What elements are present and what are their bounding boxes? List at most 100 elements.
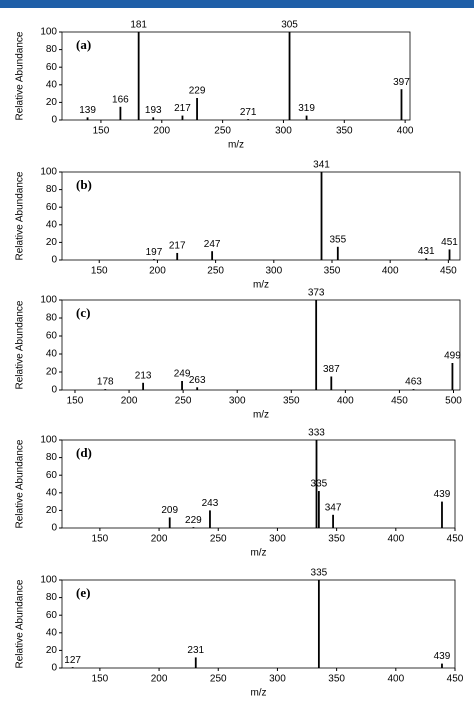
x-tick-label: 250 bbox=[210, 534, 227, 545]
x-tick-label: 450 bbox=[447, 534, 464, 545]
x-axis-label: m/z bbox=[253, 410, 269, 421]
x-tick-label: 400 bbox=[397, 126, 414, 137]
y-tick-label: 0 bbox=[51, 523, 57, 534]
x-tick-label: 400 bbox=[382, 266, 399, 277]
peak-label: 335 bbox=[311, 568, 328, 579]
peak bbox=[211, 251, 214, 260]
peak bbox=[181, 381, 183, 390]
peak bbox=[317, 491, 320, 528]
x-tick-label: 400 bbox=[387, 674, 404, 685]
peak bbox=[196, 98, 198, 120]
y-tick-label: 100 bbox=[40, 167, 57, 178]
y-tick-label: 60 bbox=[46, 610, 58, 621]
peak-label: 247 bbox=[204, 239, 221, 250]
peak-label: 193 bbox=[145, 105, 162, 116]
y-tick-label: 80 bbox=[46, 452, 58, 463]
peak-label: 431 bbox=[418, 246, 435, 257]
peak-label: 499 bbox=[444, 351, 461, 362]
peak bbox=[412, 389, 415, 390]
x-tick-label: 150 bbox=[92, 674, 109, 685]
peak-label: 181 bbox=[130, 20, 147, 31]
peak bbox=[142, 382, 145, 390]
x-tick-label: 300 bbox=[275, 126, 292, 137]
peak bbox=[119, 106, 122, 120]
peak-label: 229 bbox=[185, 515, 202, 526]
y-tick-label: 0 bbox=[51, 255, 57, 266]
y-axis-label: Relative Abundance bbox=[15, 31, 26, 120]
peak bbox=[104, 389, 107, 390]
panel-label: (c) bbox=[76, 305, 90, 320]
y-tick-label: 60 bbox=[46, 62, 58, 73]
peak-label: 333 bbox=[308, 428, 325, 439]
y-tick-label: 40 bbox=[46, 487, 58, 498]
peak bbox=[152, 117, 155, 120]
peak bbox=[315, 300, 318, 390]
plot-frame bbox=[61, 31, 411, 121]
peak bbox=[209, 510, 211, 528]
y-tick-label: 40 bbox=[46, 79, 58, 90]
y-tick-label: 100 bbox=[40, 295, 57, 306]
y-tick-label: 40 bbox=[46, 219, 58, 230]
x-axis-label: m/z bbox=[250, 548, 266, 559]
x-tick-label: 250 bbox=[214, 126, 231, 137]
peak-label: 127 bbox=[64, 655, 81, 666]
y-tick-label: 20 bbox=[46, 97, 58, 108]
x-tick-label: 350 bbox=[283, 396, 300, 407]
y-axis-label: Relative Abundance bbox=[15, 579, 26, 668]
y-tick-label: 40 bbox=[46, 349, 58, 360]
y-tick-label: 60 bbox=[46, 470, 58, 481]
y-tick-label: 40 bbox=[46, 627, 58, 638]
x-tick-label: 350 bbox=[328, 534, 345, 545]
peak-label: 347 bbox=[325, 502, 342, 513]
panel-label: (a) bbox=[76, 37, 91, 52]
peak-label: 305 bbox=[281, 20, 298, 31]
peak-label: 271 bbox=[240, 107, 257, 118]
y-axis-label: Relative Abundance bbox=[15, 439, 26, 528]
peak-label: 217 bbox=[174, 103, 191, 114]
x-tick-label: 400 bbox=[387, 534, 404, 545]
peak-label: 263 bbox=[189, 375, 206, 386]
peak bbox=[181, 115, 184, 120]
peak bbox=[441, 663, 443, 668]
y-tick-label: 20 bbox=[46, 505, 58, 516]
peak-label: 243 bbox=[202, 498, 219, 509]
y-tick-label: 0 bbox=[51, 115, 57, 126]
y-tick-label: 60 bbox=[46, 202, 58, 213]
peak bbox=[194, 657, 197, 668]
x-tick-label: 150 bbox=[67, 396, 84, 407]
x-tick-label: 450 bbox=[447, 674, 464, 685]
peak-label: 451 bbox=[441, 237, 458, 248]
x-tick-label: 450 bbox=[391, 396, 408, 407]
peak bbox=[336, 246, 339, 260]
x-tick-label: 200 bbox=[153, 126, 170, 137]
panel-label: (b) bbox=[76, 177, 92, 192]
peak bbox=[176, 252, 179, 260]
x-tick-label: 250 bbox=[207, 266, 224, 277]
y-axis-label: Relative Abundance bbox=[15, 300, 26, 389]
peak-label: 178 bbox=[97, 377, 114, 388]
x-tick-label: 500 bbox=[445, 396, 462, 407]
peak-label: 387 bbox=[323, 364, 340, 375]
peak-label: 397 bbox=[393, 77, 410, 88]
peak bbox=[86, 117, 89, 120]
peak bbox=[448, 249, 451, 260]
x-tick-label: 400 bbox=[337, 396, 354, 407]
x-axis-label: m/z bbox=[250, 688, 266, 699]
peak-label: 463 bbox=[405, 377, 422, 388]
peak bbox=[400, 89, 403, 120]
x-tick-label: 200 bbox=[151, 674, 168, 685]
plot-frame bbox=[61, 579, 456, 669]
peak bbox=[71, 667, 74, 668]
peak bbox=[330, 376, 333, 390]
y-tick-label: 60 bbox=[46, 331, 58, 342]
plot-frame bbox=[61, 439, 456, 529]
x-tick-label: 450 bbox=[440, 266, 457, 277]
panel-label: (e) bbox=[76, 585, 90, 600]
peak-label: 197 bbox=[146, 247, 163, 258]
x-tick-label: 250 bbox=[210, 674, 227, 685]
peak-label: 139 bbox=[79, 105, 96, 116]
plot-frame bbox=[61, 171, 461, 261]
peak bbox=[451, 363, 454, 390]
x-axis-label: m/z bbox=[228, 140, 244, 151]
peak-label: 439 bbox=[434, 651, 451, 662]
